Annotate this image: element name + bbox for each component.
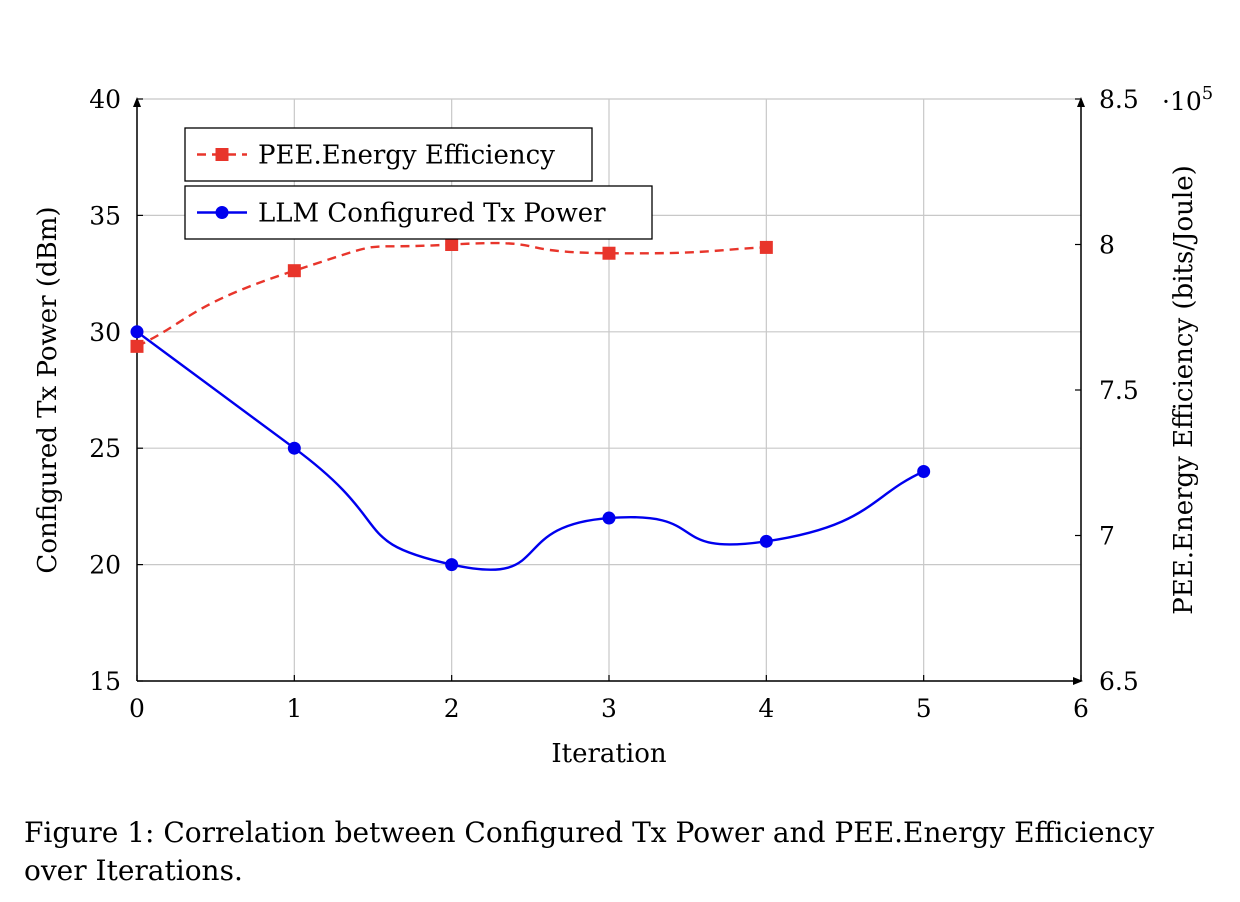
series-0 [130, 238, 773, 353]
y-left-axis-arrow [133, 97, 141, 107]
data-point [130, 325, 144, 339]
y-left-tick-label: 40 [89, 85, 121, 114]
y-right-tick-label: 8.5 [1099, 85, 1139, 114]
axes [133, 97, 1085, 685]
legend: PEE.Energy Efficiency LLM Configured Tx P… [184, 127, 653, 240]
y-left-tick-label: 15 [89, 667, 121, 696]
y-right-tick-label: 8 [1099, 231, 1115, 260]
data-point [759, 534, 773, 548]
data-point [445, 238, 459, 251]
legend-label: PEE.Energy Efficiency [258, 141, 555, 171]
y-axis-right-label: PEE.Energy Efficiency (bits/Joule) [1169, 165, 1199, 614]
legend-entry: LLM Configured Tx Power [184, 185, 653, 240]
legend-marker [215, 206, 229, 219]
x-tick-label: 4 [758, 694, 774, 723]
y-left-tick-label: 30 [89, 318, 121, 347]
data-point [287, 264, 301, 278]
data-point [445, 558, 459, 572]
series-line [136, 330, 925, 571]
x-axis-arrow [1073, 677, 1083, 685]
y-left-tick-label: 20 [89, 551, 121, 580]
x-tick-label: 5 [916, 694, 932, 723]
tick-labels: 0 1 2 3 4 5 6 15 20 25 30 35 40 6.5 7 7.5 8 8.5 [89, 85, 1139, 723]
legend-entry: PEE.Energy Efficiency [184, 127, 593, 182]
y-right-tick-label: 7.5 [1099, 376, 1139, 405]
legend-box [184, 185, 653, 240]
data-point [759, 240, 773, 254]
x-tick-label: 3 [601, 694, 617, 723]
y-left-tick-label: 35 [89, 201, 121, 230]
data-point [917, 464, 931, 478]
x-tick-label: 1 [286, 694, 302, 723]
y-left-tick-label: 25 [89, 434, 121, 463]
series-layer [130, 238, 931, 572]
legend-label: LLM Configured Tx Power [258, 199, 606, 229]
x-axis-label: Iteration [551, 739, 666, 769]
right-axis-multiplier: ·105 [1162, 83, 1213, 116]
data-point [287, 441, 301, 455]
y-right-tick-label: 6.5 [1099, 667, 1139, 696]
figure-caption: Figure 1: Correlation between Configured… [24, 816, 1155, 887]
x-tick-label: 0 [129, 694, 145, 723]
y-right-axis-arrow [1077, 97, 1085, 107]
x-tick-label: 2 [444, 694, 460, 723]
series-1 [130, 325, 931, 572]
legend-marker [215, 148, 229, 161]
data-point [602, 511, 616, 525]
x-tick-label: 6 [1073, 694, 1089, 723]
y-right-tick-label: 7 [1099, 522, 1115, 551]
data-point [130, 339, 144, 353]
y-axis-left-label: Configured Tx Power (dBm) [33, 206, 63, 573]
data-point [602, 246, 616, 260]
legend-box [184, 127, 593, 182]
